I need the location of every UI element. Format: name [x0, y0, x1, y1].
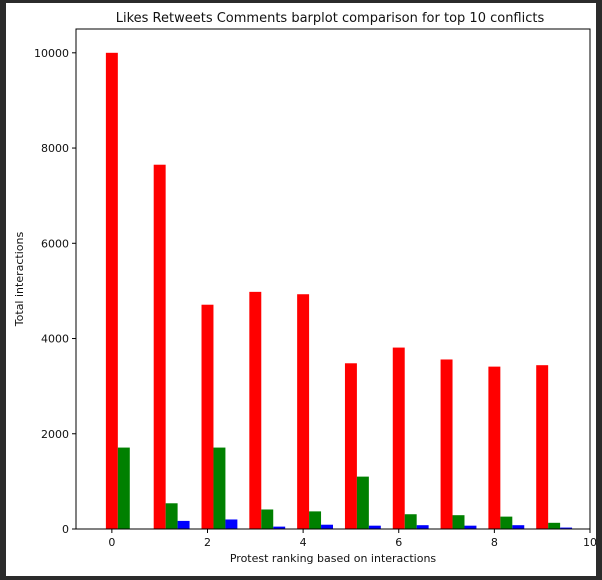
- bar-series0-8: [488, 366, 501, 529]
- plot-frame: [75, 28, 591, 530]
- chart-svg: Likes Retweets Comments barplot comparis…: [13, 11, 596, 565]
- bar-series2-9: [560, 527, 573, 529]
- y-axis-label: Total interactions: [13, 232, 26, 328]
- bar-series2-2: [225, 519, 238, 529]
- x-tick-label: 10: [583, 536, 596, 549]
- bar-series0-7: [440, 359, 453, 529]
- x-tick-label: 4: [300, 536, 307, 549]
- x-tick-label: 2: [204, 536, 211, 549]
- x-axis-label: Protest ranking based on interactions: [230, 552, 437, 565]
- bar-series0-0: [105, 52, 118, 530]
- bar-series2-1: [177, 520, 190, 529]
- bar-series0-1: [153, 164, 166, 529]
- x-tick-label: 6: [395, 536, 402, 549]
- bar-series1-2: [213, 447, 226, 529]
- bar-series1-1: [165, 503, 178, 529]
- bar-series0-5: [344, 363, 357, 529]
- bar-series1-0: [117, 447, 130, 529]
- bar-series1-8: [500, 516, 513, 529]
- y-tick-label: 0: [62, 523, 69, 536]
- bar-series2-7: [464, 525, 477, 529]
- bar-series2-4: [321, 524, 333, 529]
- bar-series2-5: [368, 525, 381, 529]
- bar-series1-4: [309, 511, 322, 529]
- y-tick-label: 2000: [41, 428, 69, 441]
- bar-series0-6: [392, 347, 405, 529]
- x-tick-label: 0: [108, 536, 115, 549]
- bar-series2-6: [416, 525, 429, 529]
- bar-series1-7: [452, 515, 465, 529]
- figure: Likes Retweets Comments barplot comparis…: [6, 3, 596, 576]
- bar-series0-2: [201, 304, 214, 529]
- bar-series1-3: [261, 509, 274, 529]
- bar-series1-5: [356, 476, 369, 529]
- chart-title: Likes Retweets Comments barplot comparis…: [116, 11, 545, 26]
- y-tick-label: 10000: [34, 47, 69, 60]
- bar-series1-6: [404, 514, 417, 529]
- bar-series1-9: [548, 522, 561, 529]
- bar-series2-3: [273, 526, 286, 529]
- bar-series0-9: [536, 365, 549, 529]
- bar-series0-4: [297, 294, 310, 529]
- y-tick-label: 8000: [41, 142, 69, 155]
- bars-group: [105, 52, 573, 530]
- y-tick-label: 6000: [41, 237, 69, 250]
- ticks-group: 0 2 4 6 8 10 0 2000 4000 6000 8000 10000: [34, 47, 596, 549]
- x-tick-label: 8: [491, 536, 498, 549]
- bar-series0-3: [249, 291, 262, 529]
- y-tick-label: 4000: [41, 333, 69, 346]
- bar-series2-8: [512, 525, 525, 529]
